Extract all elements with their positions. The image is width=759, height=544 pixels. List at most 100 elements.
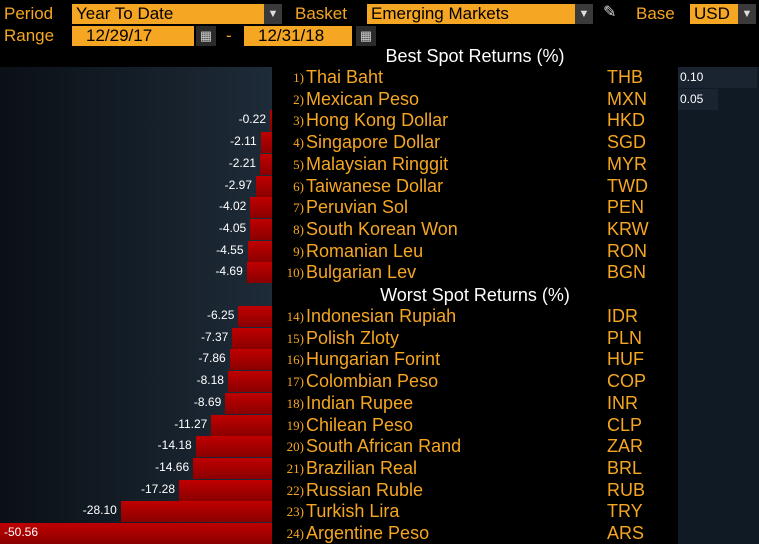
currency-name: Argentine Peso: [306, 523, 430, 543]
currency-code: TWD: [607, 175, 648, 196]
negative-return-bar: [225, 392, 272, 414]
currency-name: Singapore Dollar: [306, 132, 441, 153]
return-value-label: -4.05: [218, 220, 247, 235]
negative-return-bar: [229, 349, 272, 371]
table-row[interactable]: -8.18 17) Colombian Peso COP: [0, 371, 759, 393]
currency-code: RUB: [607, 479, 646, 500]
calendar-icon[interactable]: ▦: [196, 26, 216, 46]
rank-number: 16): [286, 352, 304, 368]
currency-name: Bulgarian Lev: [306, 262, 417, 283]
worst-returns-title: Worst Spot Returns (%): [380, 285, 570, 305]
currency-code: BGN: [607, 262, 647, 283]
table-row[interactable]: -2.97 6) Taiwanese Dollar TWD: [0, 175, 759, 197]
negative-return-bar: [260, 132, 272, 154]
base-currency-dropdown[interactable]: USD ▼: [690, 4, 756, 24]
negative-return-bar: [270, 110, 272, 132]
table-row[interactable]: -50.56 24) Argentine Peso ARS: [0, 523, 759, 544]
chevron-down-icon[interactable]: ▼: [264, 4, 282, 24]
currency-code: COP: [607, 371, 647, 392]
table-row[interactable]: -14.18 20) South African Rand ZAR: [0, 436, 759, 458]
return-value-label: 0.05: [680, 91, 704, 106]
table-row[interactable]: -8.69 18) Indian Rupee INR: [0, 392, 759, 414]
table-row[interactable]: -14.66 21) Brazilian Real BRL: [0, 457, 759, 479]
negative-return-bar: [250, 218, 272, 240]
table-row[interactable]: -28.10 23) Turkish Lira TRY: [0, 501, 759, 523]
currency-code: MXN: [607, 88, 647, 109]
range-start-field[interactable]: 12/29/17: [72, 26, 194, 46]
table-row[interactable]: -7.86 16) Hungarian Forint HUF: [0, 349, 759, 371]
currency-code: INR: [607, 392, 638, 413]
rank-number: 23): [286, 504, 304, 520]
table-row[interactable]: -17.28 22) Russian Ruble RUB: [0, 479, 759, 501]
calendar-icon[interactable]: ▦: [356, 26, 376, 46]
chevron-down-icon[interactable]: ▼: [738, 4, 756, 24]
negative-return-bar: [211, 414, 272, 436]
period-label: Period: [4, 4, 54, 23]
negative-return-bar: [0, 523, 272, 544]
table-row[interactable]: 0.05 2) Mexican Peso MXN: [0, 88, 759, 110]
currency-code: BRL: [607, 457, 643, 478]
rank-number: 18): [286, 395, 304, 411]
currency-name: Polish Zloty: [306, 327, 400, 348]
negative-return-bar: [250, 197, 272, 219]
negative-return-bar: [195, 436, 272, 458]
return-value-label: -8.18: [196, 373, 224, 388]
table-row[interactable]: -4.02 7) Peruvian Sol PEN: [0, 197, 759, 219]
table-row[interactable]: 0.10 1) Thai Baht THB: [0, 67, 759, 88]
return-value-label: 0.10: [680, 70, 704, 84]
return-value-label: -7.37: [200, 329, 229, 344]
table-row[interactable]: -4.55 9) Romanian Leu RON: [0, 240, 759, 262]
basket-dropdown[interactable]: Emerging Markets ▼: [367, 4, 593, 24]
basket-value: Emerging Markets: [371, 4, 509, 23]
rank-number: 22): [286, 482, 304, 498]
currency-code: RON: [607, 240, 647, 261]
return-value-label: -50.56: [4, 525, 39, 539]
currency-name: Mexican Peso: [306, 88, 420, 109]
negative-return-bar: [120, 501, 272, 523]
negative-return-bar: [193, 457, 272, 479]
return-value-label: -11.27: [174, 416, 208, 431]
negative-return-bar: [179, 479, 272, 501]
table-row[interactable]: -4.05 8) South Korean Won KRW: [0, 218, 759, 240]
table-row[interactable]: -4.69 10) Bulgarian Lev BGN: [0, 262, 759, 284]
rank-number: 21): [286, 460, 304, 476]
return-value-label: -4.69: [215, 264, 243, 279]
pencil-icon[interactable]: ✎: [603, 4, 617, 21]
return-value-label: -6.25: [207, 308, 235, 322]
positive-bars-panel: [678, 67, 759, 544]
table-row[interactable]: -2.21 5) Malaysian Ringgit MYR: [0, 153, 759, 175]
currency-code: TRY: [607, 501, 643, 522]
table-row[interactable]: -2.11 4) Singapore Dollar SGD: [0, 132, 759, 154]
period-dropdown[interactable]: Year To Date ▼: [72, 4, 282, 24]
table-row[interactable]: -7.37 15) Polish Zloty PLN: [0, 327, 759, 349]
rank-number: 4): [293, 135, 304, 151]
currency-code: KRW: [607, 218, 649, 239]
positive-return-bar: [678, 67, 757, 88]
rank-number: 10): [286, 265, 304, 281]
currency-name: Chilean Peso: [306, 414, 414, 435]
negative-return-bar: [247, 240, 272, 262]
negative-return-bar: [246, 262, 272, 284]
chevron-down-icon[interactable]: ▼: [575, 4, 593, 24]
table-row[interactable]: -11.27 19) Chilean Peso CLP: [0, 414, 759, 436]
range-end-field[interactable]: 12/31/18: [244, 26, 352, 46]
currency-name: Indian Rupee: [306, 392, 414, 413]
table-row[interactable]: -6.25 14) Indonesian Rupiah IDR: [0, 306, 759, 327]
return-value-label: -7.86: [198, 351, 226, 366]
negative-return-bar: [227, 371, 272, 393]
positive-return-bar: [678, 88, 718, 110]
return-value-label: -17.28: [141, 481, 176, 496]
currency-name: Malaysian Ringgit: [306, 153, 449, 174]
rank-number: 17): [286, 374, 304, 390]
currency-name: Romanian Leu: [306, 240, 424, 261]
return-value-label: -8.69: [193, 394, 222, 409]
negative-return-bar: [256, 175, 272, 197]
currency-name: Russian Ruble: [306, 479, 424, 500]
rank-number: 19): [286, 417, 304, 433]
best-returns-title: Best Spot Returns (%): [385, 46, 565, 66]
currency-name: Brazilian Real: [306, 457, 418, 478]
table-row[interactable]: -0.22 3) Hong Kong Dollar HKD: [0, 110, 759, 132]
currency-name: Thai Baht: [306, 67, 384, 87]
return-value-label: -14.18: [157, 438, 192, 453]
base-value: USD: [694, 4, 730, 23]
